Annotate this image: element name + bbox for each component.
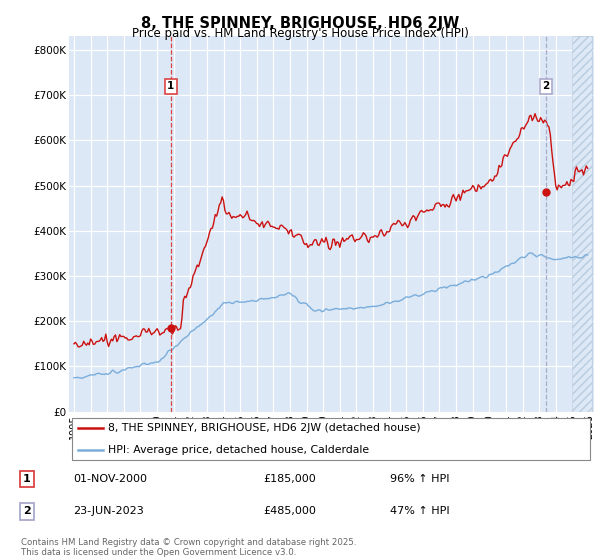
Text: 8, THE SPINNEY, BRIGHOUSE, HD6 2JW (detached house): 8, THE SPINNEY, BRIGHOUSE, HD6 2JW (deta… [109,423,421,433]
Text: Price paid vs. HM Land Registry's House Price Index (HPI): Price paid vs. HM Land Registry's House … [131,27,469,40]
Text: 47% ↑ HPI: 47% ↑ HPI [389,506,449,516]
Text: Contains HM Land Registry data © Crown copyright and database right 2025.
This d: Contains HM Land Registry data © Crown c… [21,538,356,557]
FancyBboxPatch shape [71,418,590,460]
Text: 01-NOV-2000: 01-NOV-2000 [73,474,147,484]
Text: 23-JUN-2023: 23-JUN-2023 [73,506,143,516]
Text: 8, THE SPINNEY, BRIGHOUSE, HD6 2JW: 8, THE SPINNEY, BRIGHOUSE, HD6 2JW [141,16,459,31]
Text: 2: 2 [542,81,550,91]
Text: 96% ↑ HPI: 96% ↑ HPI [389,474,449,484]
Text: 1: 1 [23,474,31,484]
Text: £185,000: £185,000 [263,474,316,484]
Text: 1: 1 [167,81,175,91]
Text: 2: 2 [23,506,31,516]
Text: £485,000: £485,000 [263,506,316,516]
Text: HPI: Average price, detached house, Calderdale: HPI: Average price, detached house, Cald… [109,445,370,455]
